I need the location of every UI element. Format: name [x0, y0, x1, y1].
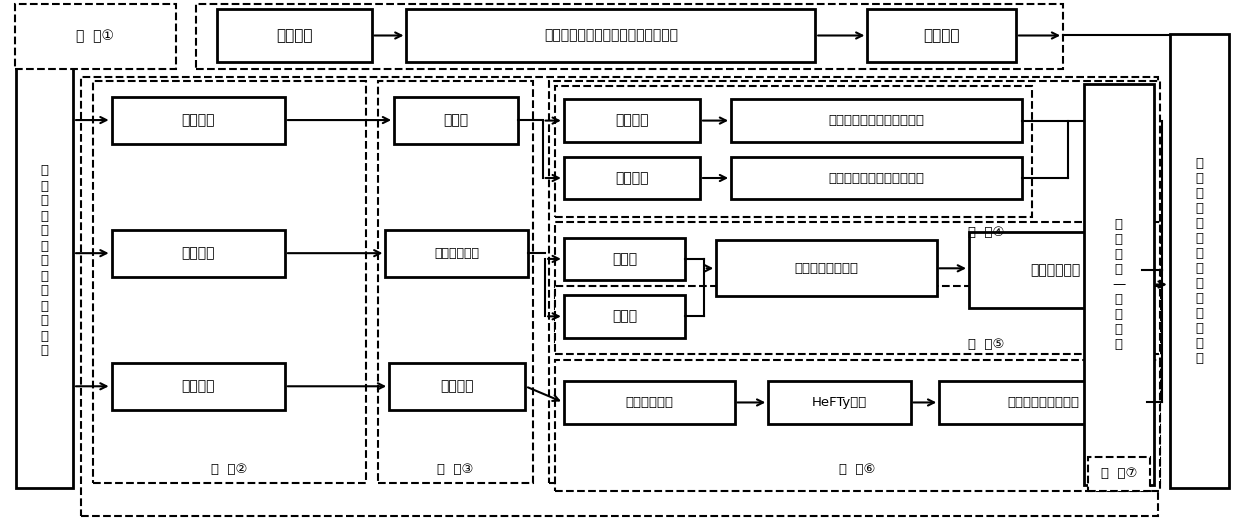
- Text: 步  骤③: 步 骤③: [437, 464, 473, 476]
- Text: 流体包裹体片: 流体包裹体片: [434, 247, 479, 259]
- Bar: [731, 157, 1022, 199]
- Text: 步  骤④: 步 骤④: [968, 226, 1005, 239]
- Text: 步  骤②: 步 骤②: [211, 464, 248, 476]
- Bar: [731, 99, 1022, 142]
- Bar: [716, 240, 937, 296]
- Bar: [394, 97, 518, 144]
- Bar: [564, 381, 735, 424]
- Text: 无矿样品: 无矿样品: [181, 379, 216, 393]
- Bar: [378, 81, 533, 483]
- Bar: [385, 230, 528, 277]
- Text: 步  骤①: 步 骤①: [77, 30, 114, 43]
- Text: 挑磷灰石: 挑磷灰石: [440, 379, 475, 393]
- Text: 步  骤⑦: 步 骤⑦: [1100, 468, 1137, 480]
- Bar: [16, 34, 73, 488]
- Bar: [555, 222, 1160, 345]
- Text: 与铀矿物有关热液蚀变矿物: 与铀矿物有关热液蚀变矿物: [829, 172, 924, 184]
- Bar: [15, 4, 176, 69]
- Text: 均一温度综合分析: 均一温度综合分析: [794, 262, 859, 275]
- Text: 砂
岩
型
铀
矿
区
含
矿
目
的
层
砂
岩: 砂 岩 型 铀 矿 区 含 矿 目 的 层 砂 岩: [41, 164, 48, 358]
- Text: 步  骤⑥: 步 骤⑥: [839, 464, 876, 476]
- Bar: [112, 363, 285, 410]
- Bar: [196, 4, 1063, 69]
- Text: 富矿样品: 富矿样品: [181, 113, 216, 127]
- Bar: [93, 81, 366, 483]
- Bar: [555, 286, 1160, 354]
- Text: 示
踪
盆
地
砂
岩
型
铀
矿
热
流
体
活
动: 示 踪 盆 地 砂 岩 型 铀 矿 热 流 体 活 动: [1196, 157, 1203, 365]
- Bar: [217, 9, 372, 62]
- Text: 电子探针: 电子探针: [615, 171, 649, 185]
- Text: HeFTy软件: HeFTy软件: [812, 396, 867, 409]
- Bar: [939, 381, 1147, 424]
- Bar: [564, 99, 700, 142]
- Bar: [112, 230, 285, 277]
- Bar: [555, 86, 1032, 217]
- Bar: [1170, 34, 1229, 488]
- Text: 测温学: 测温学: [612, 310, 637, 323]
- Bar: [969, 232, 1142, 308]
- Bar: [549, 81, 1160, 483]
- Bar: [112, 97, 285, 144]
- Bar: [406, 9, 815, 62]
- Bar: [768, 381, 911, 424]
- Text: 间
接
证
据
—
地
质
响
应: 间 接 证 据 — 地 质 响 应: [1113, 218, 1125, 351]
- Text: 光薄片: 光薄片: [444, 113, 468, 127]
- Bar: [1088, 457, 1150, 491]
- Bar: [564, 295, 685, 338]
- Text: 扫描电镜: 扫描电镜: [615, 114, 649, 127]
- Bar: [564, 238, 685, 280]
- Bar: [1084, 84, 1154, 485]
- Text: 产铀盆地内部与周围是否发育火山岩: 产铀盆地内部与周围是否发育火山岩: [544, 29, 678, 42]
- Bar: [81, 77, 1158, 516]
- Text: 岩相学: 岩相学: [612, 252, 637, 266]
- Text: 裂变径迹实验: 裂变径迹实验: [626, 396, 673, 409]
- Text: 热液蚀变矿物及其组合类型: 热液蚀变矿物及其组合类型: [829, 114, 924, 127]
- Text: 资料收集: 资料收集: [276, 28, 312, 43]
- Text: 含矿目的层热演化史: 含矿目的层热演化史: [1007, 396, 1079, 409]
- Text: 富矿样品: 富矿样品: [181, 246, 216, 260]
- Bar: [564, 157, 700, 199]
- Bar: [555, 360, 1160, 491]
- Text: 直接证据: 直接证据: [923, 28, 960, 43]
- Bar: [867, 9, 1016, 62]
- Text: 均一温度峰值: 均一温度峰值: [1031, 263, 1080, 277]
- Bar: [389, 363, 525, 410]
- Text: 步  骤⑤: 步 骤⑤: [968, 338, 1005, 351]
